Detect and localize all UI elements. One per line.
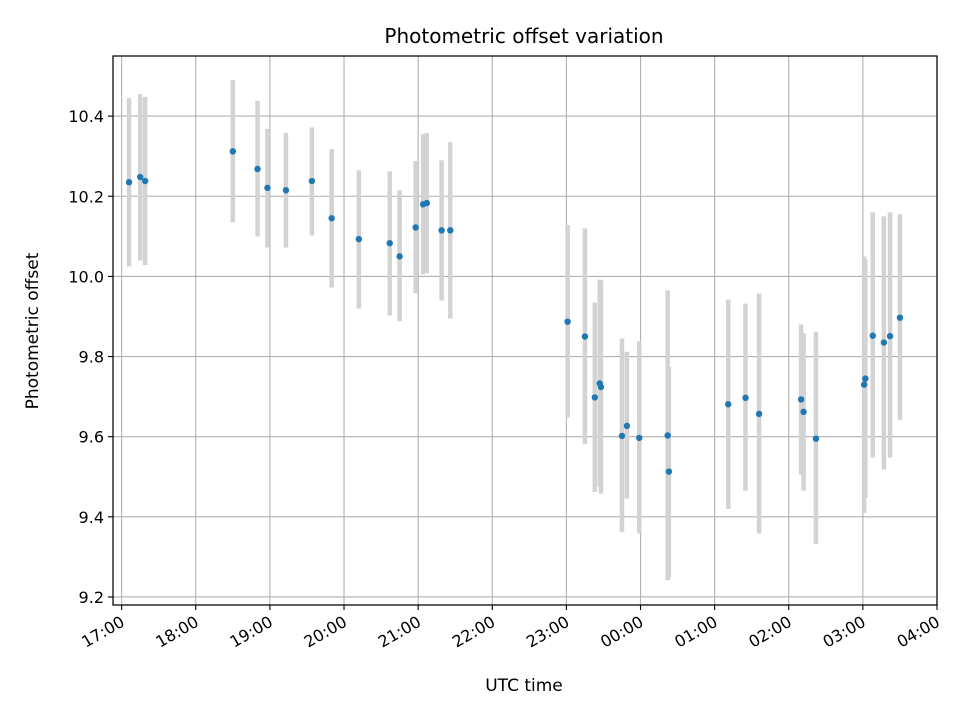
data-point xyxy=(860,381,868,388)
data-point xyxy=(797,396,805,403)
data-point xyxy=(412,224,419,231)
data-point xyxy=(136,173,144,181)
data-point xyxy=(447,227,454,234)
data-point xyxy=(141,177,149,185)
data-point xyxy=(623,422,631,430)
data-point xyxy=(308,177,316,185)
data-point xyxy=(742,394,749,402)
data-point xyxy=(665,468,673,475)
data-point xyxy=(664,432,671,439)
data-point xyxy=(254,165,261,173)
data-point xyxy=(125,179,133,186)
data-point xyxy=(812,435,820,442)
data-point xyxy=(581,333,589,340)
data-point xyxy=(386,239,393,247)
data-point xyxy=(636,434,643,442)
data-point xyxy=(725,401,732,408)
data-point xyxy=(896,314,904,321)
data-point xyxy=(355,235,363,243)
y-tick-label: 10.4 xyxy=(68,107,104,126)
data-point xyxy=(869,332,876,339)
data-point xyxy=(862,375,869,382)
data-point xyxy=(328,215,335,222)
y-tick-label: 9.4 xyxy=(79,508,104,527)
data-point xyxy=(591,394,598,401)
y-tick-label: 10.0 xyxy=(68,267,104,286)
plot-area-frame xyxy=(112,55,938,606)
data-point xyxy=(618,432,626,440)
data-point xyxy=(800,408,807,416)
y-tick-label: 9.6 xyxy=(79,428,104,447)
data-point xyxy=(423,199,430,207)
y-tick-label: 9.8 xyxy=(79,348,104,367)
data-point xyxy=(438,227,445,234)
data-point xyxy=(396,253,403,260)
data-point xyxy=(282,187,290,194)
data-point xyxy=(564,318,571,325)
chart-title: Photometric offset variation xyxy=(384,24,663,48)
y-tick-label: 9.2 xyxy=(79,588,104,607)
data-point xyxy=(264,184,271,192)
data-points xyxy=(125,148,904,475)
data-point xyxy=(886,332,894,340)
y-tick-label: 10.2 xyxy=(68,187,104,206)
data-point xyxy=(755,410,763,418)
y-axis-label: Photometric offset xyxy=(23,252,43,409)
data-point xyxy=(880,339,888,346)
data-point xyxy=(229,148,237,155)
x-axis-label: UTC time xyxy=(485,676,563,696)
data-point xyxy=(597,383,605,391)
